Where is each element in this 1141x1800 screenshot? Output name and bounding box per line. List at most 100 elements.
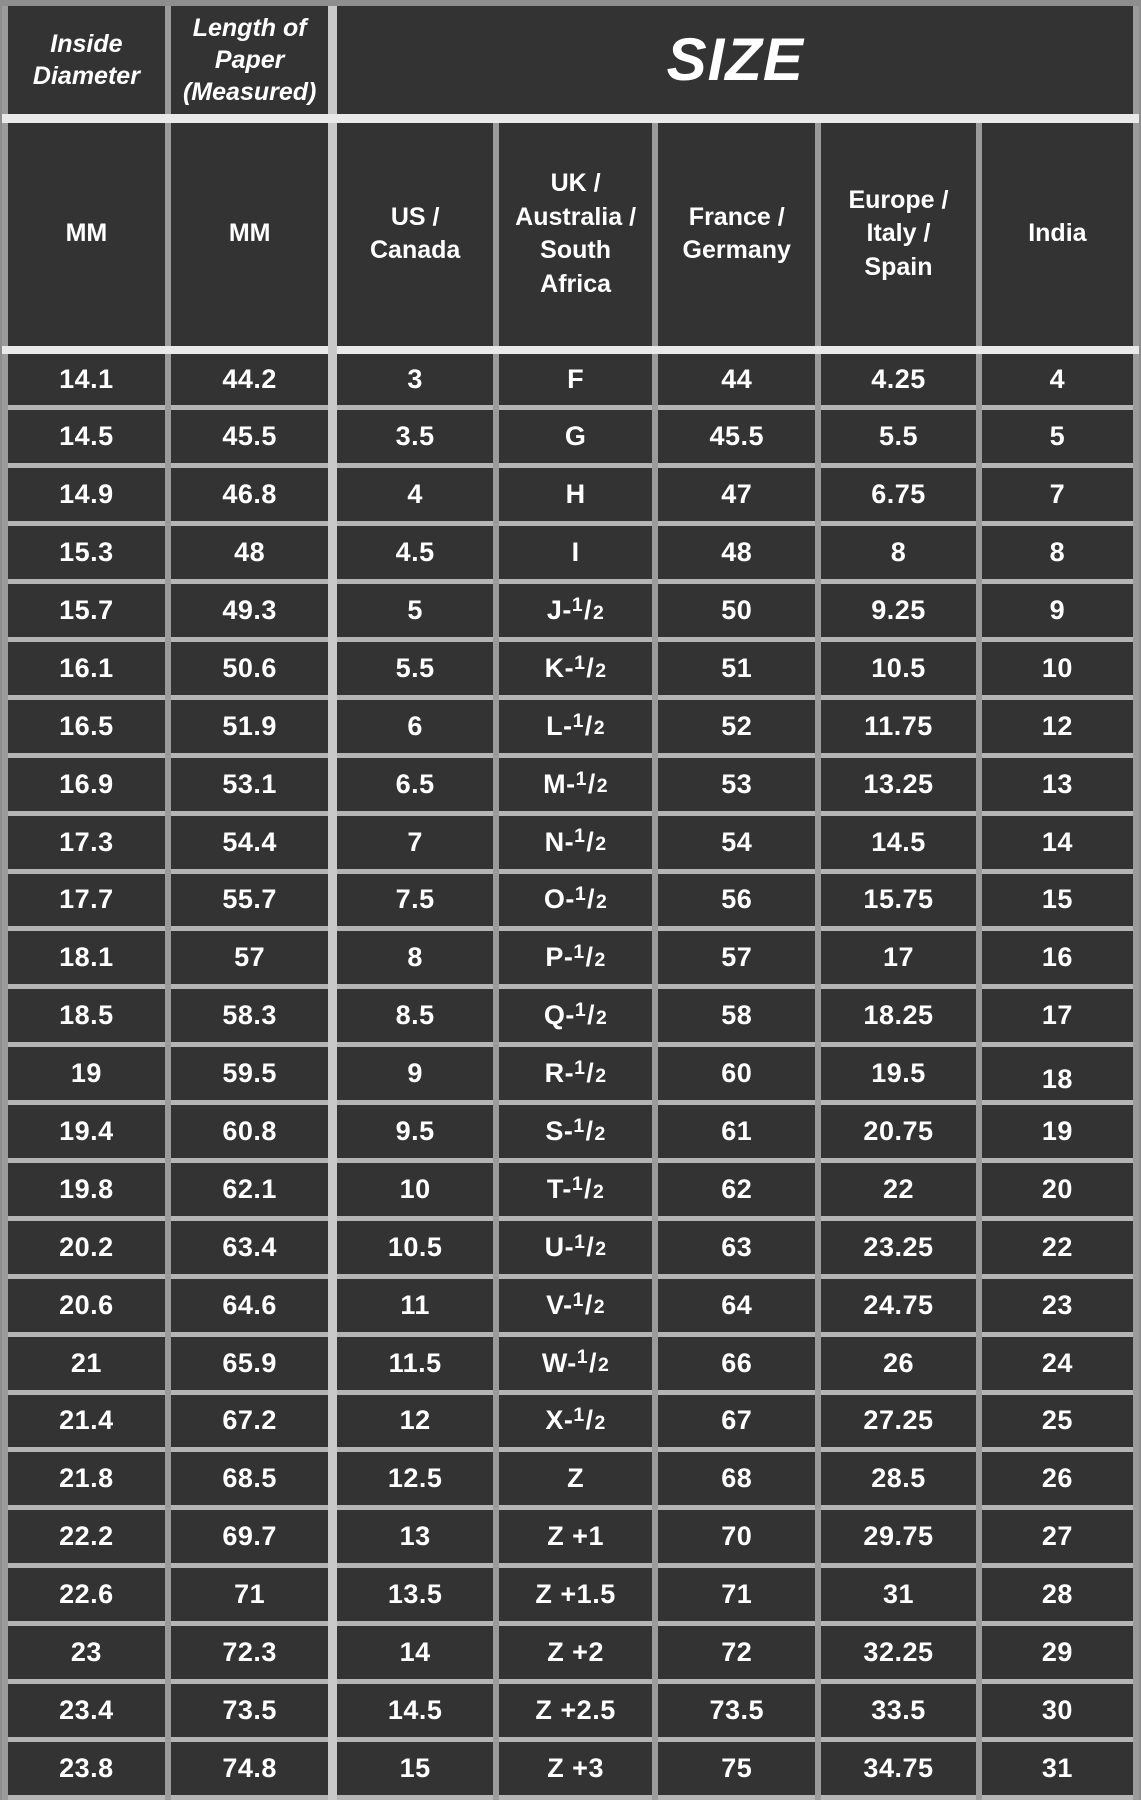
cell-india: 5 <box>975 405 1140 469</box>
cell-paper-length-mm: 62.1 <box>164 1157 336 1221</box>
cell-us-canada: 13.5 <box>328 1563 499 1627</box>
table-row: 23.8 74.8 15 Z +3 75 34.75 31 <box>2 1736 1140 1800</box>
cell-uk-australia-south-africa: W-1/2 <box>492 1331 659 1395</box>
cell-france-germany: 44 <box>652 347 822 411</box>
cell-inside-diameter-mm: 23.4 <box>2 1678 171 1742</box>
cell-india: 19 <box>975 1100 1140 1163</box>
cell-france-germany: 60 <box>652 1042 822 1106</box>
table-row: 15.3 48 4.5 I 48 8 8 <box>2 521 1140 585</box>
table-row: 16.5 51.9 6 L-1/2 52 11.75 12 <box>2 694 1140 758</box>
cell-france-germany: 51 <box>652 636 822 700</box>
cell-france-germany: 45.5 <box>652 405 822 469</box>
cell-uk-australia-south-africa: X-1/2 <box>492 1389 659 1453</box>
table-row: 22.6 71 13.5 Z +1.5 71 31 28 <box>2 1563 1140 1627</box>
column-header-europe-italy-spain: Europe / Italy / Spain <box>815 115 982 354</box>
cell-paper-length-mm: 53.1 <box>164 752 336 816</box>
table-row: 23.4 73.5 14.5 Z +2.5 73.5 33.5 30 <box>2 1678 1140 1742</box>
cell-paper-length-mm: 72.3 <box>164 1621 336 1684</box>
cell-india: 4 <box>975 347 1140 411</box>
cell-paper-length-mm: 74.8 <box>164 1736 336 1800</box>
cell-europe-italy-spain: 17 <box>815 926 982 990</box>
cell-uk-australia-south-africa: H <box>492 463 659 527</box>
cell-france-germany: 48 <box>652 521 822 585</box>
cell-inside-diameter-mm: 22.6 <box>2 1563 171 1627</box>
cell-uk-australia-south-africa: P-1/2 <box>492 926 659 990</box>
cell-inside-diameter-mm: 20.6 <box>2 1273 171 1337</box>
column-header-india: India <box>975 115 1140 354</box>
cell-inside-diameter-mm: 14.5 <box>2 405 171 469</box>
column-header-us-canada: US / Canada <box>328 115 499 354</box>
cell-europe-italy-spain: 5.5 <box>815 405 982 469</box>
cell-france-germany: 54 <box>652 810 822 874</box>
column-header-uk-australia-south-africa: UK / Australia / South Africa <box>492 115 659 354</box>
cell-europe-italy-spain: 34.75 <box>815 1736 982 1800</box>
column-header-france-germany: France / Germany <box>652 115 822 354</box>
cell-uk-australia-south-africa: T-1/2 <box>492 1157 659 1221</box>
table-row: 19.4 60.8 9.5 S-1/2 61 20.75 19 <box>2 1100 1140 1163</box>
cell-us-canada: 11 <box>328 1273 499 1337</box>
cell-paper-length-mm: 71 <box>164 1563 336 1627</box>
cell-paper-length-mm: 46.8 <box>164 463 336 527</box>
cell-paper-length-mm: 51.9 <box>164 694 336 758</box>
cell-europe-italy-spain: 24.75 <box>815 1273 982 1337</box>
cell-france-germany: 64 <box>652 1273 822 1337</box>
cell-india: 22 <box>975 1215 1140 1279</box>
cell-europe-italy-spain: 26 <box>815 1331 982 1395</box>
cell-paper-length-mm: 45.5 <box>164 405 336 469</box>
cell-france-germany: 58 <box>652 984 822 1048</box>
cell-paper-length-mm: 69.7 <box>164 1505 336 1569</box>
cell-us-canada: 5.5 <box>328 636 499 700</box>
cell-india: 27 <box>975 1505 1140 1569</box>
cell-paper-length-mm: 55.7 <box>164 868 336 932</box>
cell-paper-length-mm: 60.8 <box>164 1100 336 1163</box>
cell-us-canada: 3 <box>328 347 499 411</box>
cell-france-germany: 52 <box>652 694 822 758</box>
cell-paper-length-mm: 44.2 <box>164 347 336 411</box>
header-paper-length: Length of Paper (Measured) <box>164 6 336 123</box>
cell-inside-diameter-mm: 21 <box>2 1331 171 1395</box>
cell-uk-australia-south-africa: L-1/2 <box>492 694 659 758</box>
cell-paper-length-mm: 48 <box>164 521 336 585</box>
table-body: 14.1 44.2 3 F 44 4.25 4 14.5 45.5 3.5 G 45.5 5.5 5 14.… <box>2 347 1140 1800</box>
cell-india: 25 <box>975 1389 1140 1453</box>
cell-india: 18 <box>975 1042 1140 1106</box>
cell-inside-diameter-mm: 21.4 <box>2 1389 171 1453</box>
cell-india: 24 <box>975 1331 1140 1395</box>
table-row: 16.1 50.6 5.5 K-1/2 51 10.5 10 <box>2 636 1140 700</box>
table-row: 14.9 46.8 4 H 47 6.75 7 <box>2 463 1140 527</box>
table-row: 15.7 49.3 5 J-1/2 50 9.25 9 <box>2 579 1140 642</box>
cell-india: 28 <box>975 1563 1140 1627</box>
cell-inside-diameter-mm: 14.1 <box>2 347 171 411</box>
cell-inside-diameter-mm: 16.5 <box>2 694 171 758</box>
cell-europe-italy-spain: 29.75 <box>815 1505 982 1569</box>
cell-india: 23 <box>975 1273 1140 1337</box>
cell-uk-australia-south-africa: Q-1/2 <box>492 984 659 1048</box>
table-row: 17.3 54.4 7 N-1/2 54 14.5 14 <box>2 810 1140 874</box>
cell-europe-italy-spain: 4.25 <box>815 347 982 411</box>
cell-us-canada: 6.5 <box>328 752 499 816</box>
cell-india: 7 <box>975 463 1140 527</box>
cell-inside-diameter-mm: 18.5 <box>2 984 171 1048</box>
cell-inside-diameter-mm: 18.1 <box>2 926 171 990</box>
cell-us-canada: 13 <box>328 1505 499 1569</box>
cell-paper-length-mm: 50.6 <box>164 636 336 700</box>
cell-inside-diameter-mm: 19 <box>2 1042 171 1106</box>
table-row: 18.1 57 8 P-1/2 57 17 16 <box>2 926 1140 990</box>
cell-paper-length-mm: 58.3 <box>164 984 336 1048</box>
cell-france-germany: 67 <box>652 1389 822 1453</box>
cell-us-canada: 9.5 <box>328 1100 499 1163</box>
cell-europe-italy-spain: 32.25 <box>815 1621 982 1684</box>
cell-paper-length-mm: 65.9 <box>164 1331 336 1395</box>
cell-uk-australia-south-africa: Z <box>492 1447 659 1511</box>
cell-india: 10 <box>975 636 1140 700</box>
table-row: 21.4 67.2 12 X-1/2 67 27.25 25 <box>2 1389 1140 1453</box>
cell-europe-italy-spain: 19.5 <box>815 1042 982 1106</box>
cell-paper-length-mm: 57 <box>164 926 336 990</box>
column-header-paper-length-mm: MM <box>164 115 336 354</box>
cell-uk-australia-south-africa: K-1/2 <box>492 636 659 700</box>
cell-us-canada: 3.5 <box>328 405 499 469</box>
cell-europe-italy-spain: 31 <box>815 1563 982 1627</box>
cell-uk-australia-south-africa: I <box>492 521 659 585</box>
table-row: 14.1 44.2 3 F 44 4.25 4 <box>2 347 1140 411</box>
